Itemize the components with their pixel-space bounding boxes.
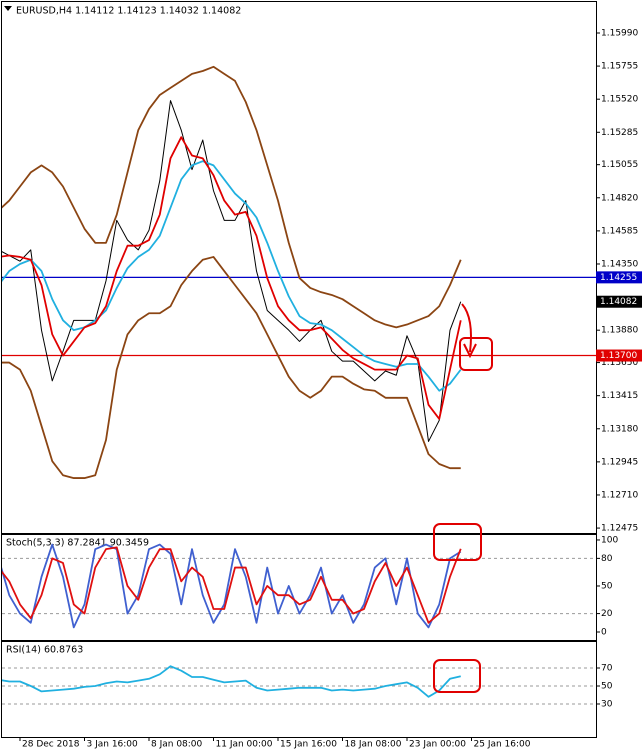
chart-title: EURUSD,H4 1.14112 1.14123 1.14032 1.1408… bbox=[16, 6, 241, 17]
y-tick-label: 1.15755 bbox=[601, 62, 638, 72]
y-tick-label: 1.15520 bbox=[601, 95, 638, 105]
y-tick-label: 70 bbox=[601, 663, 613, 673]
panel-frames bbox=[1, 1, 597, 738]
y-tick-label: 50 bbox=[601, 681, 613, 691]
y-tick-label: 1.13880 bbox=[601, 326, 638, 336]
y-tick-label: 1.12475 bbox=[601, 524, 638, 534]
y-tick-label: 1.15055 bbox=[601, 160, 638, 170]
y-tick-label: 100 bbox=[601, 535, 618, 545]
y-tick-label: 1.13415 bbox=[601, 391, 638, 401]
y-tick-label: 1.15285 bbox=[601, 128, 638, 138]
price-tag bbox=[596, 349, 642, 362]
y-tick-label: 1.14585 bbox=[601, 226, 638, 236]
layers: 1.15990 1.15755 1.15520 1.15285 1.15055 1.148… bbox=[2, 28, 642, 750]
series-line bbox=[2, 665, 461, 698]
y-tick-label: 30 bbox=[601, 699, 613, 709]
y-tick-label: 0 bbox=[601, 627, 607, 637]
series-line bbox=[2, 160, 462, 392]
stoch-title: Stoch(5,3,3) 87.2841 90.3459 bbox=[6, 538, 149, 549]
last-price-tag bbox=[596, 295, 642, 308]
x-tick-label: 25 Jan 16:00 bbox=[474, 740, 531, 750]
x-tick-label: 3 Jan 16:00 bbox=[87, 740, 139, 750]
y-tick-label: 1.14820 bbox=[601, 193, 638, 203]
series-line bbox=[2, 136, 462, 420]
x-tick-label: 28 Dec 2018 bbox=[22, 740, 80, 750]
y-tick-label: 80 bbox=[601, 554, 613, 564]
x-tick-label: 8 Jan 08:00 bbox=[151, 740, 203, 750]
y-tick-label: 1.13180 bbox=[601, 424, 638, 434]
y-tick-label: 1.13650 bbox=[601, 358, 638, 368]
x-tick-label: 15 Jan 16:00 bbox=[280, 740, 337, 750]
price-tag bbox=[596, 271, 642, 284]
y-tick-label: 50 bbox=[601, 581, 613, 591]
plot-area bbox=[2, 543, 462, 629]
menu-arrow[interactable] bbox=[4, 6, 12, 11]
price-tag-label: 1.13700 bbox=[600, 351, 637, 361]
series-line bbox=[2, 65, 462, 329]
plot-area bbox=[2, 665, 461, 698]
series-line bbox=[2, 100, 462, 442]
series-line bbox=[2, 543, 462, 629]
series-line bbox=[2, 546, 462, 624]
rsi-title: RSI(14) 60.8763 bbox=[6, 645, 83, 656]
price-tag-label: 1.14255 bbox=[600, 273, 637, 283]
y-tick-label: 1.15990 bbox=[601, 28, 638, 38]
x-tick-label: 18 Jan 08:00 bbox=[345, 740, 402, 750]
annotations bbox=[433, 303, 493, 693]
y-tick-label: 1.12710 bbox=[601, 490, 638, 500]
last-price-label: 1.14082 bbox=[600, 297, 637, 307]
y-tick-label: 20 bbox=[601, 609, 613, 619]
plot-area bbox=[2, 65, 596, 479]
x-tick-label: 11 Jan 00:00 bbox=[216, 740, 273, 750]
series-line bbox=[2, 256, 461, 479]
y-tick-label: 1.14350 bbox=[601, 259, 638, 269]
y-tick-label: 1.12945 bbox=[601, 457, 638, 467]
x-tick-label: 23 Jan 00:00 bbox=[409, 740, 466, 750]
